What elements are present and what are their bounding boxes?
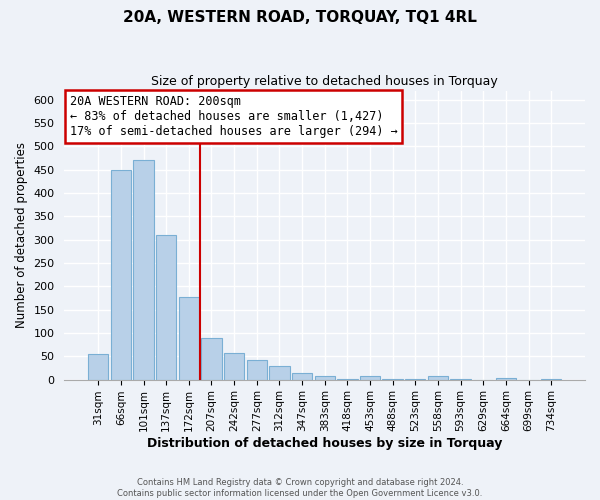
Bar: [179, 296, 199, 380]
Bar: [269, 366, 290, 380]
Text: 20A WESTERN ROAD: 200sqm
← 83% of detached houses are smaller (1,427)
17% of sem: 20A WESTERN ROAD: 200sqm ← 83% of detach…: [70, 95, 397, 138]
Bar: [360, 376, 380, 380]
Bar: [314, 376, 335, 380]
Y-axis label: Number of detached properties: Number of detached properties: [15, 142, 28, 328]
Bar: [428, 376, 448, 380]
Bar: [201, 338, 221, 380]
Text: 20A, WESTERN ROAD, TORQUAY, TQ1 4RL: 20A, WESTERN ROAD, TORQUAY, TQ1 4RL: [123, 10, 477, 25]
Bar: [111, 170, 131, 380]
X-axis label: Distribution of detached houses by size in Torquay: Distribution of detached houses by size …: [147, 437, 502, 450]
Bar: [156, 235, 176, 380]
Bar: [88, 354, 109, 380]
Text: Contains HM Land Registry data © Crown copyright and database right 2024.
Contai: Contains HM Land Registry data © Crown c…: [118, 478, 482, 498]
Bar: [247, 360, 267, 380]
Bar: [133, 160, 154, 380]
Bar: [541, 378, 562, 380]
Bar: [496, 378, 516, 380]
Bar: [292, 372, 312, 380]
Bar: [224, 352, 244, 380]
Title: Size of property relative to detached houses in Torquay: Size of property relative to detached ho…: [151, 75, 498, 88]
